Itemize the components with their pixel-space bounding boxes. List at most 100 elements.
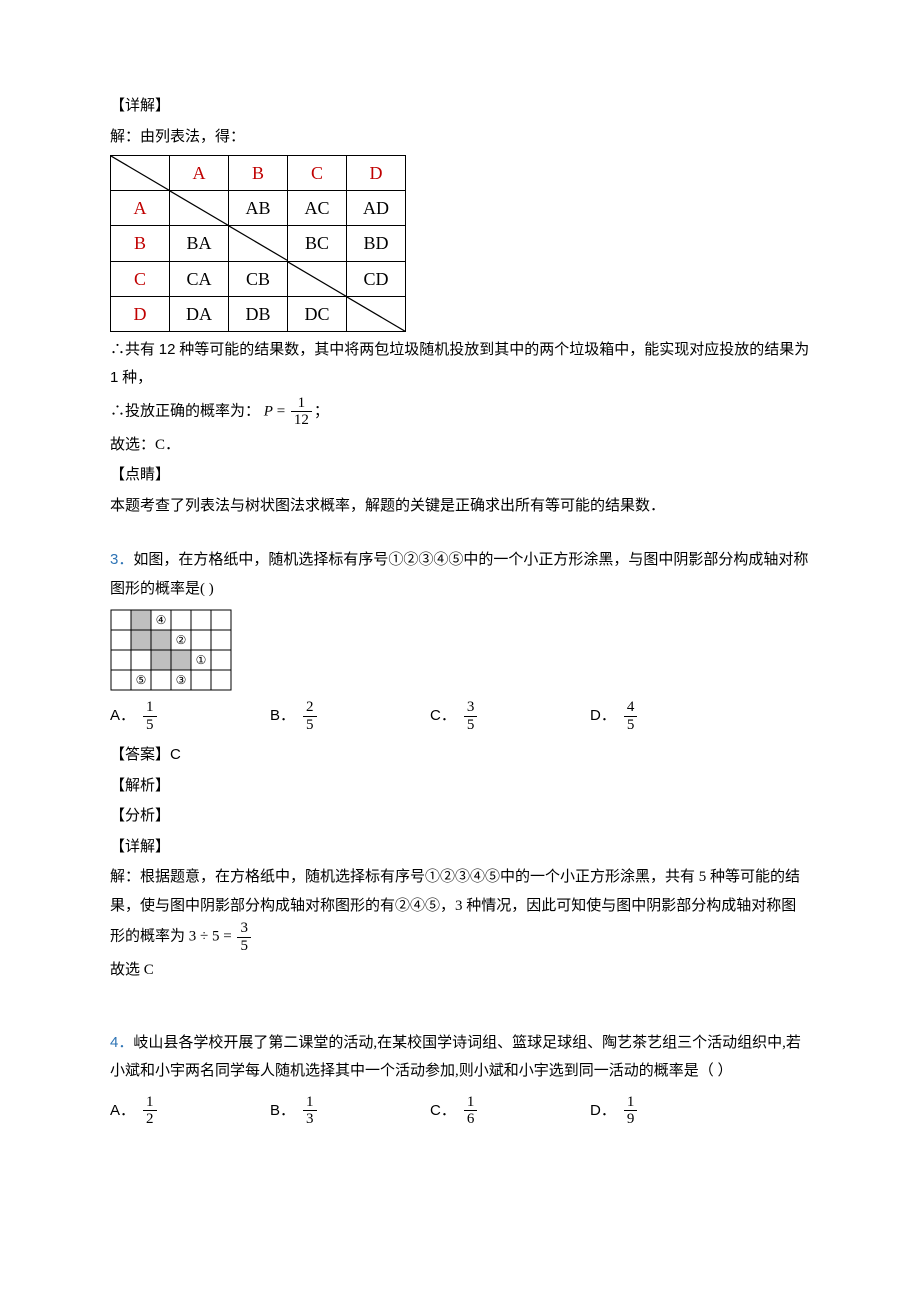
d: 3 (303, 1110, 317, 1128)
cell-ba: BA (170, 226, 229, 261)
q3-grid-figure: ④ ② ① ⑤ ③ (110, 609, 810, 691)
eq: 3 ÷ 5 = (189, 929, 236, 945)
cell-dd (347, 296, 406, 331)
q4-number: 4． (110, 1034, 133, 1051)
d: 5 (143, 716, 157, 734)
n: 3 (237, 920, 251, 937)
frac: 45 (624, 699, 638, 733)
lbl: B． (270, 702, 295, 731)
txt3: 种， (118, 370, 152, 386)
n: 1 (624, 1094, 638, 1111)
d: 5 (303, 716, 317, 734)
lbl: C． (430, 1097, 456, 1126)
cell-cc (288, 261, 347, 296)
semi: ； (314, 403, 329, 419)
q3-choices: A． 15 B． 25 C． 35 D． 45 (110, 699, 810, 733)
v: C (170, 746, 181, 763)
q3-explain: 解：根据题意，在方格纸中，随机选择标有序号①②③④⑤中的一个小正方形涂黑，共有 … (110, 863, 810, 954)
col-head-a: A (170, 156, 229, 191)
q3-number: 3． (110, 551, 133, 568)
cell-ad: AD (347, 191, 406, 226)
n12: 12 (159, 341, 176, 358)
frac: 16 (464, 1094, 478, 1128)
q3-xiangjie: 【详解】 (110, 833, 810, 862)
d: 2 (143, 1110, 157, 1128)
frac: 25 (303, 699, 317, 733)
cell-blank-head (111, 156, 170, 191)
t: 故选 C (110, 962, 154, 978)
heading-detail: 【详解】 (110, 92, 810, 121)
lbl: B． (270, 1097, 295, 1126)
n: 2 (303, 699, 317, 716)
row-head-c: C (111, 261, 170, 296)
cell-da: DA (170, 296, 229, 331)
n: 4 (624, 699, 638, 716)
cell-bb (229, 226, 288, 261)
heading-dianjing: 【点睛】 (110, 461, 810, 490)
cell-ca: CA (170, 261, 229, 296)
q4-text: 岐山县各学校开展了第二课堂的活动,在某校国学诗词组、篮球足球组、陶艺茶艺组三个活… (110, 1035, 801, 1080)
col-head-c: C (288, 156, 347, 191)
d: 6 (464, 1110, 478, 1128)
lbl: A． (110, 702, 135, 731)
eq: = (277, 403, 285, 419)
frac-1-12: 1 12 (291, 395, 312, 429)
d: 5 (464, 716, 478, 734)
q4-stem: 4．岐山县各学校开展了第二课堂的活动,在某校国学诗词组、篮球足球组、陶艺茶艺组三… (110, 1029, 810, 1086)
lbl: D． (590, 1097, 616, 1126)
q3-jiexi: 【解析】 (110, 772, 810, 801)
n: 1 (464, 1094, 478, 1111)
txt: ∴投放正确的概率为： (110, 403, 260, 419)
n: 1 (143, 699, 157, 716)
outcome-table: A B C D A AB AC AD B BA BC BD C CA CB CD… (110, 155, 406, 332)
col-head-d: D (347, 156, 406, 191)
q3-fenxi: 【分析】 (110, 802, 810, 831)
line-intro: 解：由列表法，得： (110, 123, 810, 152)
q4-choice-d: D． 19 (590, 1094, 750, 1128)
line-probability: ∴投放正确的概率为： P = 1 12 ； (110, 395, 810, 429)
n: 1 (143, 1094, 157, 1111)
cell-bc: BC (288, 226, 347, 261)
row-head-a: A (111, 191, 170, 226)
q4-choice-c: C． 16 (430, 1094, 590, 1128)
svg-text:①: ① (196, 653, 207, 667)
row-head-b: B (111, 226, 170, 261)
frac: 35 (464, 699, 478, 733)
lbl: A． (110, 1097, 135, 1126)
lbl: D． (590, 702, 616, 731)
q3-stem: 3．如图，在方格纸中，随机选择标有序号①②③④⑤中的一个小正方形涂黑，与图中阴影… (110, 546, 810, 603)
num: 1 (291, 395, 312, 412)
frac: 12 (143, 1094, 157, 1128)
line-total-outcomes: ∴共有 12 种等可能的结果数，其中将两包垃圾随机投放到其中的两个垃圾箱中，能实… (110, 336, 810, 393)
n: 1 (303, 1094, 317, 1111)
h: 【答案】 (110, 747, 170, 763)
q3-choice-b: B． 25 (270, 699, 430, 733)
frac-3-5: 35 (237, 920, 251, 954)
den: 12 (291, 411, 312, 429)
svg-text:④: ④ (156, 613, 167, 627)
cell-cb: CB (229, 261, 288, 296)
frac: 19 (624, 1094, 638, 1128)
svg-text:⑤: ⑤ (136, 673, 147, 687)
txt: ∴共有 (110, 342, 159, 358)
line-summary: 本题考查了列表法与树状图法求概率，解题的关键是正确求出所有等可能的结果数． (110, 492, 810, 521)
var-p: P (264, 403, 273, 419)
frac: 13 (303, 1094, 317, 1128)
q4-choice-a: A． 12 (110, 1094, 270, 1128)
cell-ab: AB (229, 191, 288, 226)
col-head-b: B (229, 156, 288, 191)
q3-choice-a: A． 15 (110, 699, 270, 733)
cell-bd: BD (347, 226, 406, 261)
spacer2 (110, 987, 810, 1027)
cell-db: DB (229, 296, 288, 331)
q4-choice-b: B． 13 (270, 1094, 430, 1128)
q3-choice-d: D． 45 (590, 699, 750, 733)
cell-dc: DC (288, 296, 347, 331)
d: 5 (237, 937, 251, 955)
cell-cd: CD (347, 261, 406, 296)
txt2: 种等可能的结果数，其中将两包垃圾随机投放到其中的两个垃圾箱中，能实现对应投放的结… (175, 342, 809, 358)
d: 5 (624, 716, 638, 734)
line-choice: 故选：C． (110, 431, 810, 460)
q3-final: 故选 C (110, 956, 810, 985)
q3-text: 如图，在方格纸中，随机选择标有序号①②③④⑤中的一个小正方形涂黑，与图中阴影部分… (110, 552, 808, 597)
